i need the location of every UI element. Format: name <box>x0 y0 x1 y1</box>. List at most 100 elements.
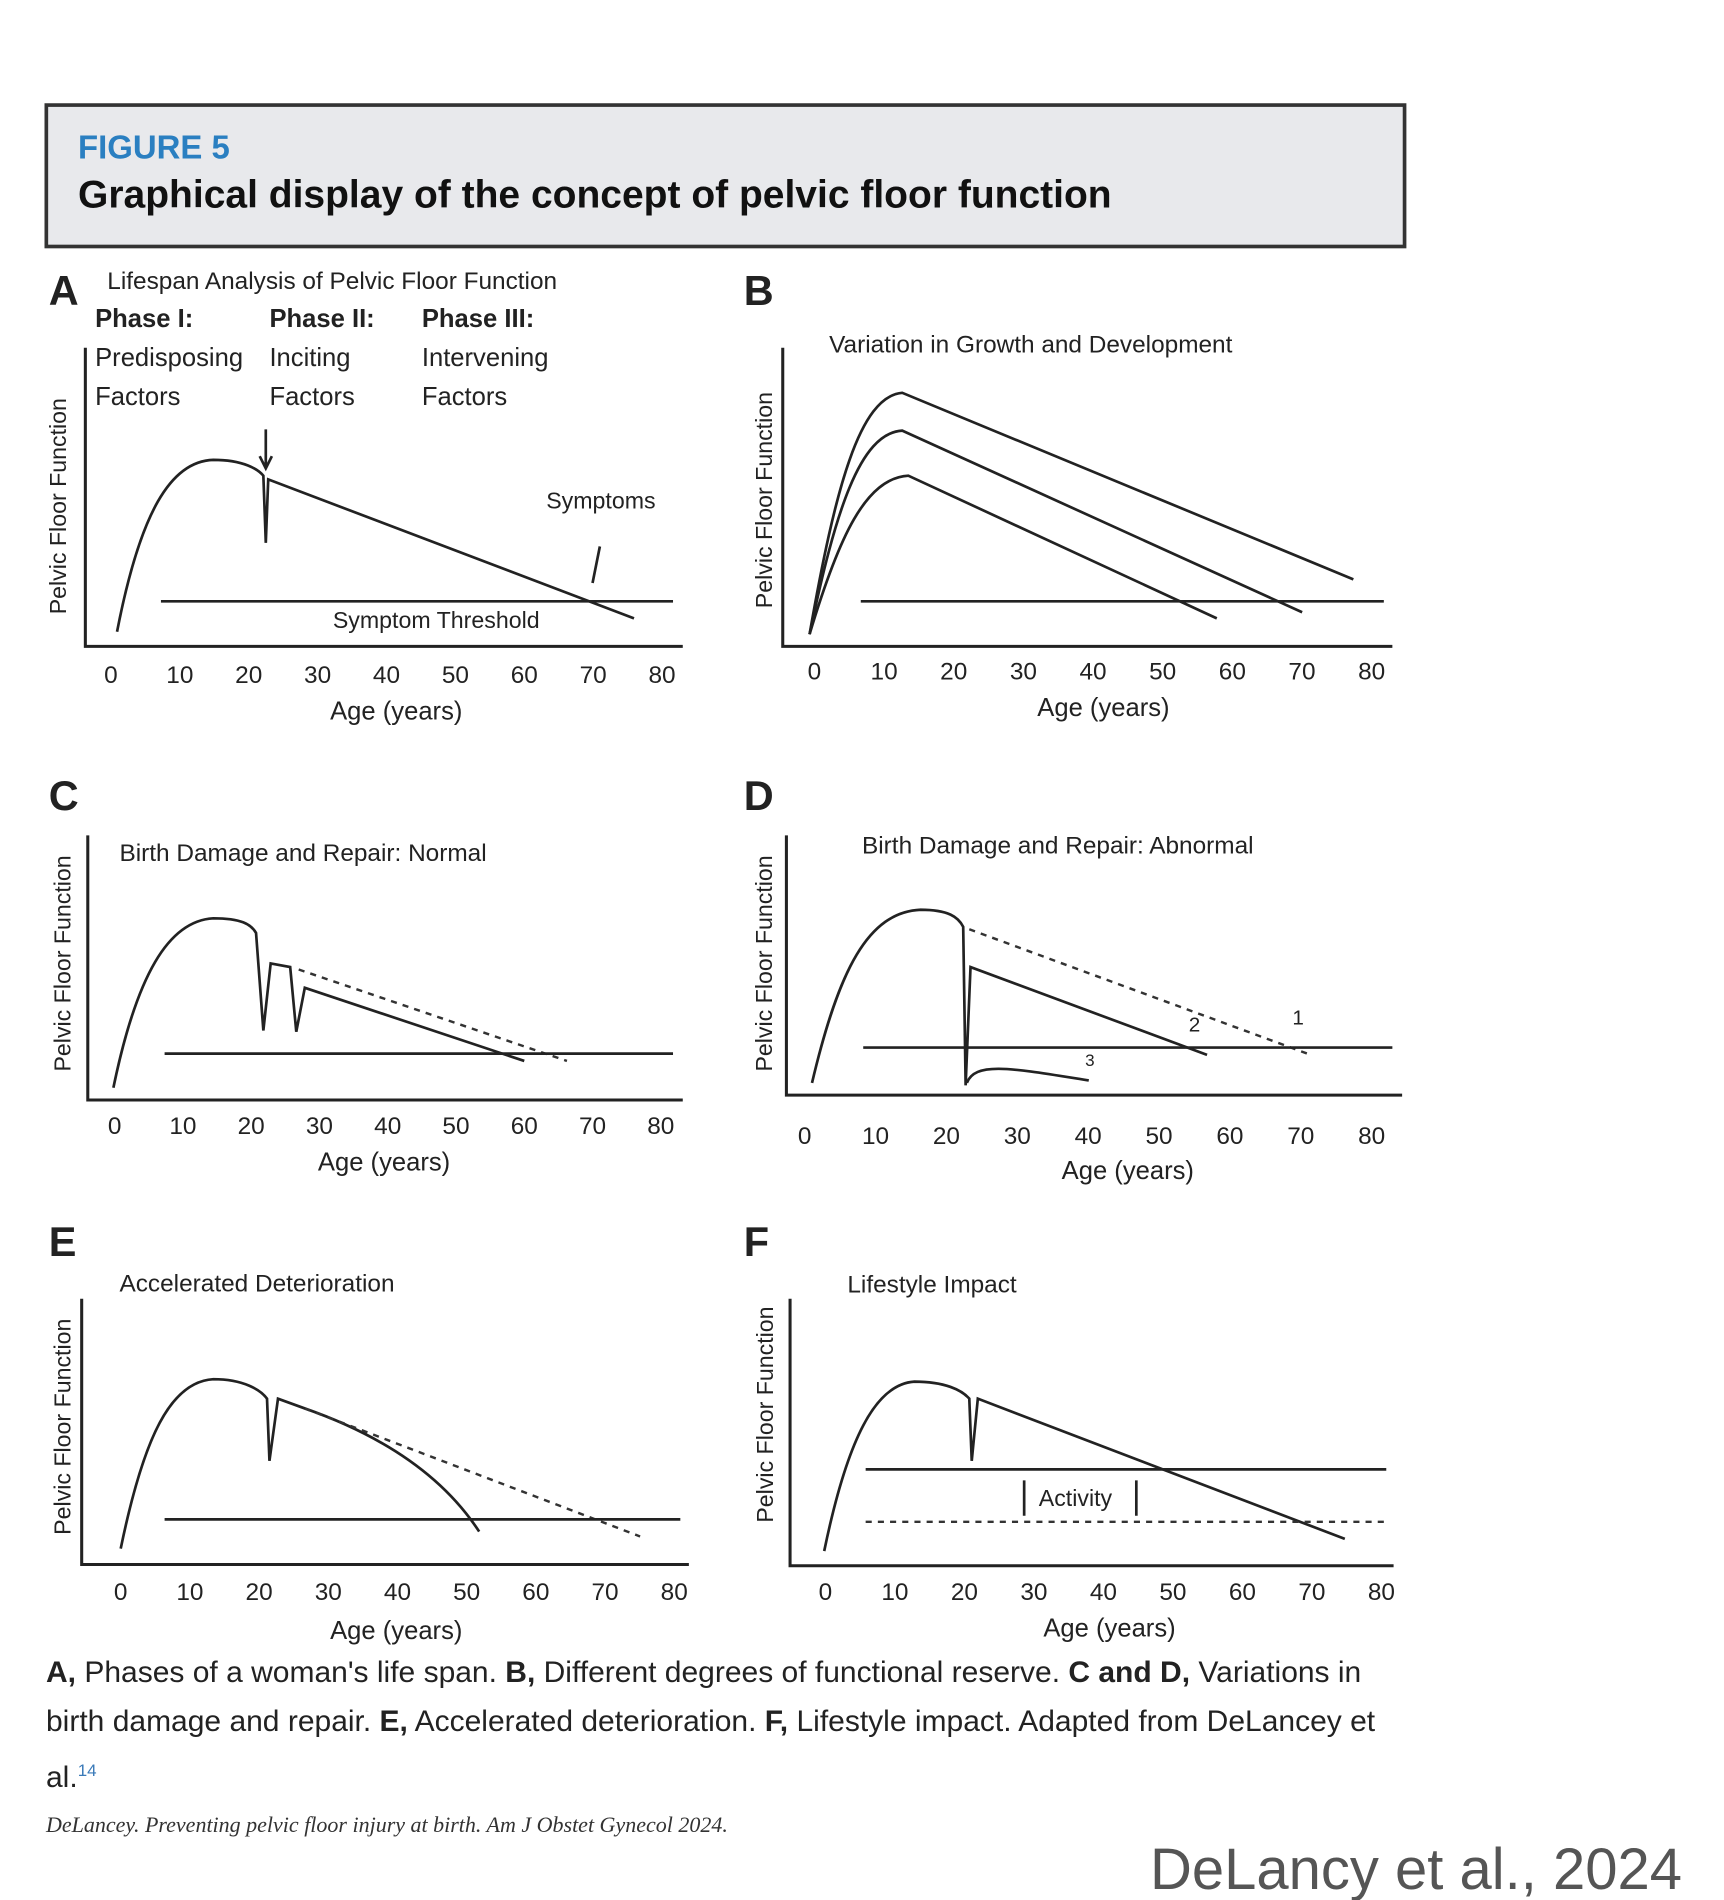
arrow <box>591 546 602 584</box>
y-axis-label: Pelvic Floor Function <box>751 855 777 1071</box>
curve <box>822 1380 1346 1552</box>
annotation: Symptoms <box>546 488 655 514</box>
y-axis-label: Pelvic Floor Function <box>751 392 777 608</box>
bracket <box>1022 1480 1138 1516</box>
caption-text: Phases of a woman's life span. <box>76 1656 506 1689</box>
x-tick-label: 30 <box>306 1113 333 1140</box>
x-tick-label: 30 <box>1004 1123 1031 1150</box>
x-tick-label: 20 <box>235 662 262 689</box>
x-tick-label: 70 <box>1298 1579 1325 1606</box>
x-tick-label: 30 <box>1020 1579 1047 1606</box>
phase-name: Phase III: <box>422 305 534 333</box>
x-tick-label: 10 <box>166 662 193 689</box>
y-axis-label: Pelvic Floor Function <box>45 398 71 614</box>
panel-letter: C <box>49 772 79 819</box>
x-tick-label: 80 <box>661 1579 688 1606</box>
x-tick-label: 20 <box>246 1579 273 1606</box>
x-axis-label: Age (years) <box>1037 694 1169 722</box>
axes <box>784 835 1403 1097</box>
phase-text: Factors <box>95 383 180 411</box>
caption-text: Lifestyle impact. Adapted from DeLancey … <box>46 1705 1376 1794</box>
x-tick-label: 40 <box>374 1113 401 1140</box>
panel-title: Lifespan Analysis of Pelvic Floor Functi… <box>107 268 557 295</box>
panel-letter: D <box>744 772 774 819</box>
x-tick-label: 50 <box>442 1113 469 1140</box>
axes <box>781 347 1393 648</box>
annotation: 2 <box>1189 1014 1201 1037</box>
x-tick-label: 80 <box>1358 1123 1385 1150</box>
caption-text: A, <box>46 1656 76 1689</box>
axes <box>86 835 683 1102</box>
x-tick-label: 60 <box>1219 658 1246 685</box>
phase-text: Factors <box>422 383 507 411</box>
panel-title: Birth Damage and Repair: Normal <box>119 840 486 867</box>
curve <box>112 916 525 1089</box>
panel-title: Variation in Growth and Development <box>829 332 1233 359</box>
annotation: 3 <box>1085 1051 1094 1070</box>
curve <box>808 429 1303 635</box>
x-tick-label: 20 <box>940 658 967 685</box>
watermark: DeLancy et al., 2024 <box>1149 1837 1682 1900</box>
x-tick-label: 30 <box>304 662 331 689</box>
panel-title: Birth Damage and Repair: Abnormal <box>862 833 1254 860</box>
phase-text: Predisposing <box>95 344 243 372</box>
x-tick-label: 40 <box>1075 1123 1102 1150</box>
x-tick-label: 80 <box>1358 658 1385 685</box>
figure-label: FIGURE 5 <box>78 129 230 166</box>
x-tick-label: 20 <box>933 1123 960 1150</box>
x-tick-label: 60 <box>522 1579 549 1606</box>
x-tick-label: 30 <box>1010 658 1037 685</box>
x-tick-label: 10 <box>169 1113 196 1140</box>
x-axis-label: Age (years) <box>330 698 462 726</box>
curve <box>808 391 1354 635</box>
phase-name: Phase I: <box>95 305 193 333</box>
panel-letter: B <box>744 267 774 314</box>
x-tick-label: 50 <box>1149 658 1176 685</box>
x-tick-label: 20 <box>951 1579 978 1606</box>
curve <box>965 1067 1089 1084</box>
dashed-curve <box>304 1407 641 1538</box>
source: DeLancey. Preventing pelvic floor injury… <box>46 1812 728 1837</box>
x-tick-label: 0 <box>798 1123 812 1150</box>
y-axis-label: Pelvic Floor Function <box>752 1306 778 1522</box>
panel-letter: E <box>49 1218 77 1265</box>
x-tick-label: 10 <box>176 1579 203 1606</box>
panel-letter: F <box>744 1218 769 1265</box>
x-tick-label: 60 <box>511 1113 538 1140</box>
caption-text: F, <box>764 1705 789 1738</box>
x-tick-label: 10 <box>871 658 898 685</box>
y-axis-label: Pelvic Floor Function <box>50 855 76 1071</box>
annotation: Symptom Threshold <box>333 607 540 633</box>
x-tick-label: 10 <box>862 1123 889 1150</box>
curve <box>808 474 1218 635</box>
curve <box>115 458 635 633</box>
phase-text: Factors <box>269 383 354 411</box>
x-tick-label: 10 <box>881 1579 908 1606</box>
curve <box>119 1377 481 1549</box>
x-tick-label: 40 <box>373 662 400 689</box>
x-tick-label: 0 <box>104 662 118 689</box>
x-tick-label: 70 <box>580 662 607 689</box>
x-tick-label: 40 <box>1090 1579 1117 1606</box>
reference: 14 <box>77 1761 97 1780</box>
dashed-curve <box>298 968 568 1063</box>
caption-text: Variations in birth damage and repair. <box>46 1656 1362 1738</box>
curve <box>810 908 1208 1086</box>
caption-text: B, <box>505 1656 536 1689</box>
x-tick-label: 0 <box>108 1113 122 1140</box>
x-tick-label: 50 <box>453 1579 480 1606</box>
arrow <box>258 429 274 472</box>
x-tick-label: 70 <box>591 1579 618 1606</box>
x-tick-label: 50 <box>1159 1579 1186 1606</box>
x-tick-label: 80 <box>1368 1579 1395 1606</box>
annotation: 1 <box>1292 1006 1304 1029</box>
axes <box>83 347 683 648</box>
phase-text: Intervening <box>422 344 549 372</box>
x-tick-label: 80 <box>648 662 675 689</box>
x-tick-label: 0 <box>114 1579 128 1606</box>
x-tick-label: 20 <box>238 1113 265 1140</box>
x-tick-label: 70 <box>1287 1123 1314 1150</box>
caption: A, Phases of a woman's life span. B, Dif… <box>46 1648 1406 1802</box>
figure-title: Graphical display of the concept of pelv… <box>78 173 1112 216</box>
caption-text: Different degrees of functional reserve. <box>535 1656 1069 1689</box>
